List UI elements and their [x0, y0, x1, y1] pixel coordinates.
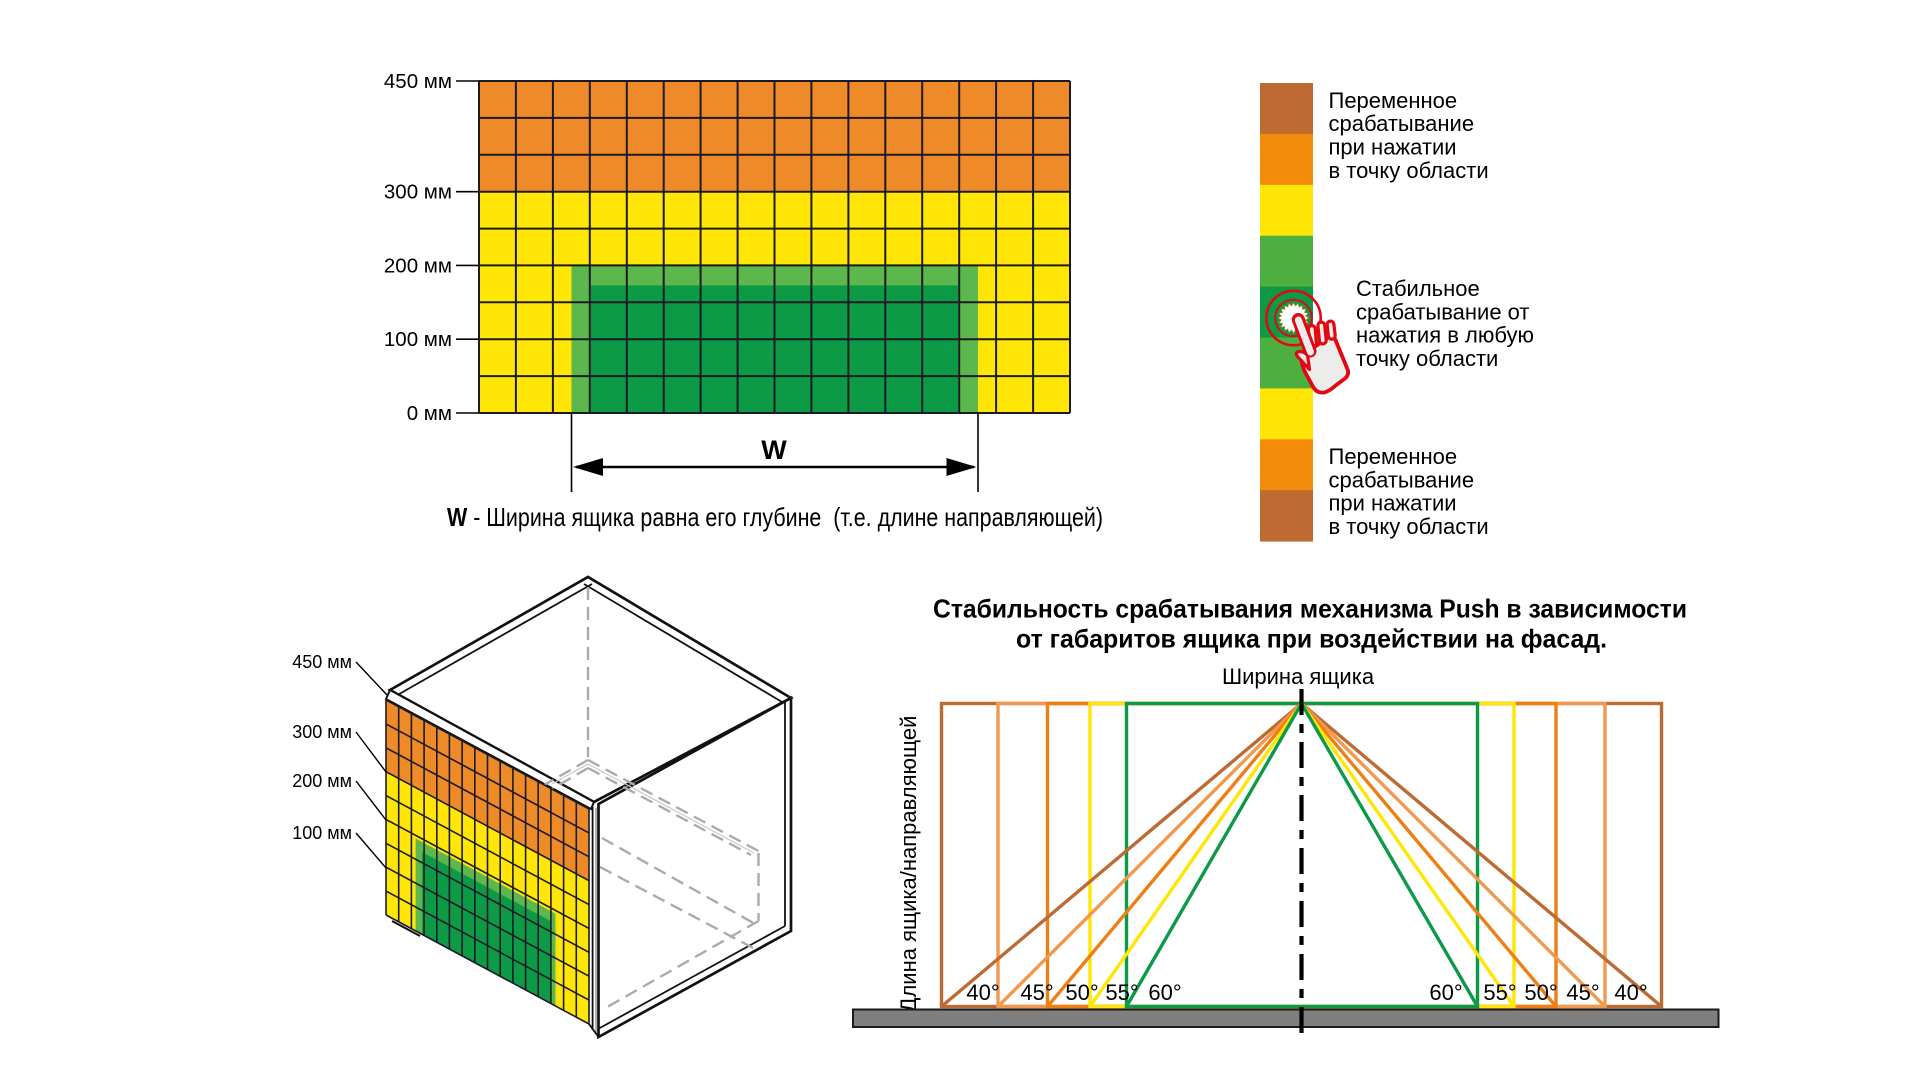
svg-text:0 мм: 0 мм	[407, 402, 452, 425]
svg-text:300 мм: 300 мм	[292, 722, 352, 742]
svg-text:Длина ящика/направляющей: Длина ящика/направляющей	[896, 716, 921, 1013]
svg-text:45°: 45°	[1566, 980, 1599, 1005]
svg-text:срабатывание: срабатывание	[1329, 467, 1475, 492]
svg-text:Ширина ящика: Ширина ящика	[1222, 664, 1375, 689]
svg-text:в точку области: в точку области	[1329, 158, 1489, 183]
svg-text:40°: 40°	[966, 980, 999, 1005]
svg-text:100 мм: 100 мм	[384, 328, 452, 351]
svg-text:Стабильность срабатывания меха: Стабильность срабатывания механизма Push…	[933, 594, 1687, 624]
svg-text:60°: 60°	[1148, 980, 1181, 1005]
svg-text:Переменное: Переменное	[1329, 88, 1458, 113]
svg-text:от габаритов ящика при воздейс: от габаритов ящика при воздействии на фа…	[1016, 624, 1607, 654]
svg-text:100 мм: 100 мм	[292, 823, 352, 843]
svg-text:W: W	[761, 435, 787, 465]
svg-text:в точку области: в точку области	[1329, 514, 1489, 539]
svg-text:W - Ширина ящика равна его глу: W - Ширина ящика равна его глубине (т.е.…	[447, 502, 1103, 532]
svg-text:50°: 50°	[1524, 980, 1557, 1005]
svg-text:200 мм: 200 мм	[292, 771, 352, 791]
svg-text:450 мм: 450 мм	[292, 652, 352, 672]
svg-text:40°: 40°	[1614, 980, 1647, 1005]
svg-text:срабатывание: срабатывание	[1329, 111, 1475, 136]
svg-text:Стабильное: Стабильное	[1356, 276, 1480, 301]
svg-text:при нажатии: при нажатии	[1329, 135, 1457, 160]
svg-text:50°: 50°	[1065, 980, 1098, 1005]
svg-text:45°: 45°	[1020, 980, 1053, 1005]
svg-text:55°: 55°	[1105, 980, 1138, 1005]
svg-text:55°: 55°	[1483, 980, 1516, 1005]
svg-text:200 мм: 200 мм	[384, 254, 452, 277]
svg-text:Переменное: Переменное	[1329, 444, 1458, 469]
svg-text:срабатывание от: срабатывание от	[1356, 299, 1530, 324]
svg-text:450 мм: 450 мм	[384, 70, 452, 93]
svg-text:точку области: точку области	[1356, 346, 1498, 371]
svg-text:60°: 60°	[1429, 980, 1462, 1005]
svg-text:нажатия в любую: нажатия в любую	[1356, 323, 1534, 348]
svg-text:при нажатии: при нажатии	[1329, 491, 1457, 516]
svg-text:300 мм: 300 мм	[384, 181, 452, 204]
